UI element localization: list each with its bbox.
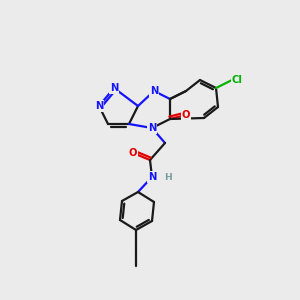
Text: N: N [110,83,118,93]
Text: Cl: Cl [232,75,243,85]
Text: N: N [148,172,156,182]
Text: O: O [129,148,137,158]
Text: N: N [150,86,158,96]
Text: H: H [164,172,172,182]
Text: N: N [148,123,156,133]
Text: O: O [182,110,190,120]
Text: N: N [95,101,103,111]
Text: N: N [148,172,156,182]
